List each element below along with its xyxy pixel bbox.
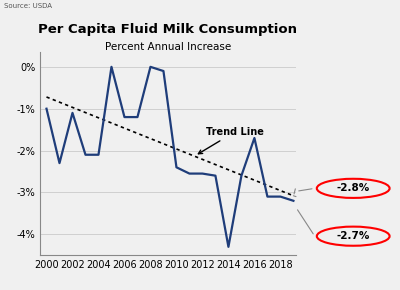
Text: -2.8%: -2.8% [336,183,370,193]
Text: -2.7%: -2.7% [336,231,370,241]
Text: Trend Line: Trend Line [198,127,264,154]
Text: Percent Annual Increase: Percent Annual Increase [105,42,231,52]
Text: Source: USDA: Source: USDA [4,3,52,9]
Text: Per Capita Fluid Milk Consumption: Per Capita Fluid Milk Consumption [38,23,298,36]
